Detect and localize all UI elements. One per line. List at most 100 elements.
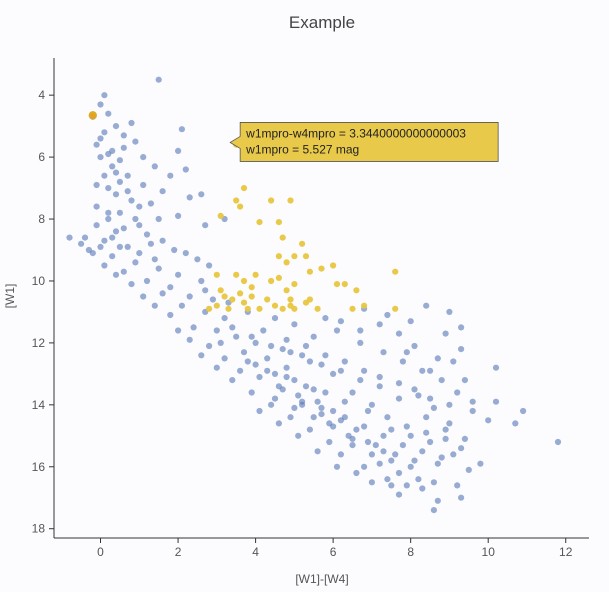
point-main[interactable] <box>194 256 201 263</box>
point-main[interactable] <box>318 411 325 418</box>
point-main[interactable] <box>93 222 100 229</box>
point-main[interactable] <box>322 389 329 396</box>
point-main[interactable] <box>446 420 453 427</box>
point-main[interactable] <box>364 407 372 415</box>
point-main[interactable] <box>512 420 519 427</box>
point-main[interactable] <box>337 367 344 374</box>
point-main[interactable] <box>167 172 174 179</box>
point-main[interactable] <box>458 445 465 452</box>
point-main[interactable] <box>128 119 135 127</box>
point-selected[interactable] <box>392 268 399 275</box>
point-main[interactable] <box>485 417 492 424</box>
point-main[interactable] <box>380 349 387 356</box>
point-main[interactable] <box>271 370 279 377</box>
point-main[interactable] <box>97 154 104 161</box>
point-main[interactable] <box>124 188 131 195</box>
point-main[interactable] <box>442 426 449 433</box>
point-main[interactable] <box>399 358 406 365</box>
point-main[interactable] <box>357 377 364 384</box>
point-main[interactable] <box>159 290 166 297</box>
point-main[interactable] <box>361 367 368 374</box>
point-selected[interactable] <box>341 281 348 288</box>
point-main[interactable] <box>411 342 418 350</box>
point-highlight[interactable] <box>88 111 98 120</box>
point-main[interactable] <box>341 398 348 405</box>
point-main[interactable] <box>423 302 430 309</box>
point-main[interactable] <box>318 361 325 368</box>
point-selected[interactable] <box>279 305 286 312</box>
point-selected[interactable] <box>264 296 271 303</box>
point-main[interactable] <box>120 144 127 151</box>
point-selected[interactable] <box>240 299 248 306</box>
point-main[interactable] <box>419 367 426 374</box>
point-main[interactable] <box>520 407 527 415</box>
point-main[interactable] <box>419 485 426 492</box>
point-main[interactable] <box>229 377 236 384</box>
point-main[interactable] <box>237 367 244 374</box>
point-main[interactable] <box>171 246 178 254</box>
point-main[interactable] <box>310 414 317 421</box>
point-main[interactable] <box>442 435 449 442</box>
point-selected[interactable] <box>217 212 224 219</box>
point-main[interactable] <box>89 250 96 257</box>
point-main[interactable] <box>395 395 403 402</box>
point-main[interactable] <box>368 479 375 486</box>
point-main[interactable] <box>128 281 135 288</box>
point-main[interactable] <box>271 315 279 322</box>
point-main[interactable] <box>283 373 290 381</box>
point-main[interactable] <box>136 250 143 257</box>
point-main[interactable] <box>326 438 333 446</box>
point-main[interactable] <box>380 448 387 455</box>
point-main[interactable] <box>450 451 457 458</box>
point-main[interactable] <box>143 231 151 238</box>
point-selected[interactable] <box>287 302 294 309</box>
point-main[interactable] <box>349 442 356 449</box>
point-main[interactable] <box>384 311 391 319</box>
point-selected[interactable] <box>361 302 368 309</box>
point-main[interactable] <box>357 339 364 346</box>
point-main[interactable] <box>147 240 154 247</box>
point-main[interactable] <box>415 476 422 483</box>
point-selected[interactable] <box>244 305 251 312</box>
point-selected[interactable] <box>221 293 228 300</box>
point-main[interactable] <box>442 330 449 337</box>
point-main[interactable] <box>112 191 120 198</box>
point-main[interactable] <box>155 215 162 223</box>
point-selected[interactable] <box>291 253 298 260</box>
point-main[interactable] <box>287 414 294 421</box>
point-main[interactable] <box>291 404 298 411</box>
point-main[interactable] <box>167 311 174 319</box>
point-main[interactable] <box>260 327 267 334</box>
point-selected[interactable] <box>349 305 356 312</box>
point-selected[interactable] <box>225 305 232 312</box>
point-main[interactable] <box>198 191 205 198</box>
point-selected[interactable] <box>283 287 290 294</box>
point-main[interactable] <box>415 392 422 399</box>
point-selected[interactable] <box>291 281 298 288</box>
point-main[interactable] <box>333 463 341 470</box>
point-selected[interactable] <box>248 284 255 291</box>
point-main[interactable] <box>140 181 147 189</box>
point-main[interactable] <box>217 339 224 346</box>
point-main[interactable] <box>175 271 182 278</box>
point-main[interactable] <box>136 222 143 229</box>
point-main[interactable] <box>109 163 116 170</box>
point-main[interactable] <box>116 243 123 250</box>
point-main[interactable] <box>213 364 220 371</box>
point-main[interactable] <box>151 256 158 263</box>
point-main[interactable] <box>175 327 182 334</box>
point-main[interactable] <box>302 383 310 390</box>
point-main[interactable] <box>186 194 193 201</box>
point-main[interactable] <box>233 333 240 340</box>
point-main[interactable] <box>403 423 410 430</box>
point-main[interactable] <box>299 398 306 405</box>
point-selected[interactable] <box>279 234 286 241</box>
point-main[interactable] <box>376 321 383 328</box>
point-main[interactable] <box>221 315 228 322</box>
point-main[interactable] <box>101 92 108 99</box>
point-main[interactable] <box>302 342 310 350</box>
point-main[interactable] <box>116 157 123 164</box>
point-selected[interactable] <box>353 287 360 294</box>
point-main[interactable] <box>248 333 255 340</box>
point-main[interactable] <box>395 330 403 337</box>
